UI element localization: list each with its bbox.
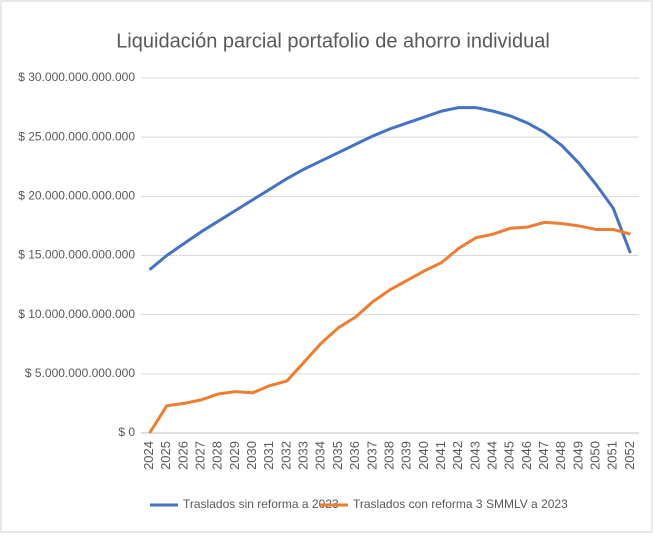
x-tick-label: 2044: [484, 441, 499, 470]
x-tick-label: 2045: [502, 441, 517, 470]
x-tick-label: 2031: [261, 441, 276, 470]
x-tick-label: 2051: [605, 441, 620, 470]
chart-title: Liquidación parcial portafolio de ahorro…: [116, 30, 550, 52]
y-tick-label: $ 30.000.000.000.000: [18, 70, 135, 84]
x-tick-label: 2033: [296, 441, 311, 470]
x-tick-label: 2039: [399, 441, 414, 470]
x-tick-label: 2052: [622, 441, 637, 470]
x-tick-label: 2050: [588, 441, 603, 470]
x-tick-label: 2034: [313, 441, 328, 470]
y-tick-label: $ 25.000.000.000.000: [18, 129, 135, 143]
x-tick-label: 2043: [467, 441, 482, 470]
x-tick-label: 2047: [536, 441, 551, 470]
x-tick-label: 2030: [244, 441, 259, 470]
x-tick-label: 2049: [570, 441, 585, 470]
y-tick-label: $ 15.000.000.000.000: [18, 248, 135, 262]
line-series: [148, 220, 631, 434]
x-tick-label: 2028: [210, 441, 225, 470]
x-tick-label: 2040: [416, 441, 431, 470]
y-tick-label: $ 0: [118, 425, 135, 439]
x-tick-label: 2029: [227, 441, 242, 470]
x-tick-label: 2048: [553, 441, 568, 470]
legend-label: Traslados con reforma 3 SMMLV a 2023: [353, 497, 568, 511]
x-tick-label: 2035: [330, 441, 345, 470]
y-tick-label: $ 10.000.000.000.000: [18, 307, 135, 321]
x-tick-label: 2042: [450, 441, 465, 470]
x-tick-label: 2037: [364, 441, 379, 470]
x-tick-label: 2032: [278, 441, 293, 470]
x-tick-label: 2041: [433, 441, 448, 470]
x-tick-label: 2025: [158, 441, 173, 470]
x-tick-label: 2027: [193, 441, 208, 470]
line-series: [148, 106, 632, 271]
x-tick-label: 2026: [175, 441, 190, 470]
y-tick-label: $ 20.000.000.000.000: [18, 189, 135, 203]
x-tick-label: 2036: [347, 441, 362, 470]
y-tick-label: $ 5.000.000.000.000: [25, 366, 135, 380]
legend-label: Traslados sin reforma a 2023: [183, 497, 339, 511]
x-tick-label: 2038: [381, 441, 396, 470]
x-tick-label: 2046: [519, 441, 534, 470]
x-tick-label: 2024: [141, 441, 156, 470]
